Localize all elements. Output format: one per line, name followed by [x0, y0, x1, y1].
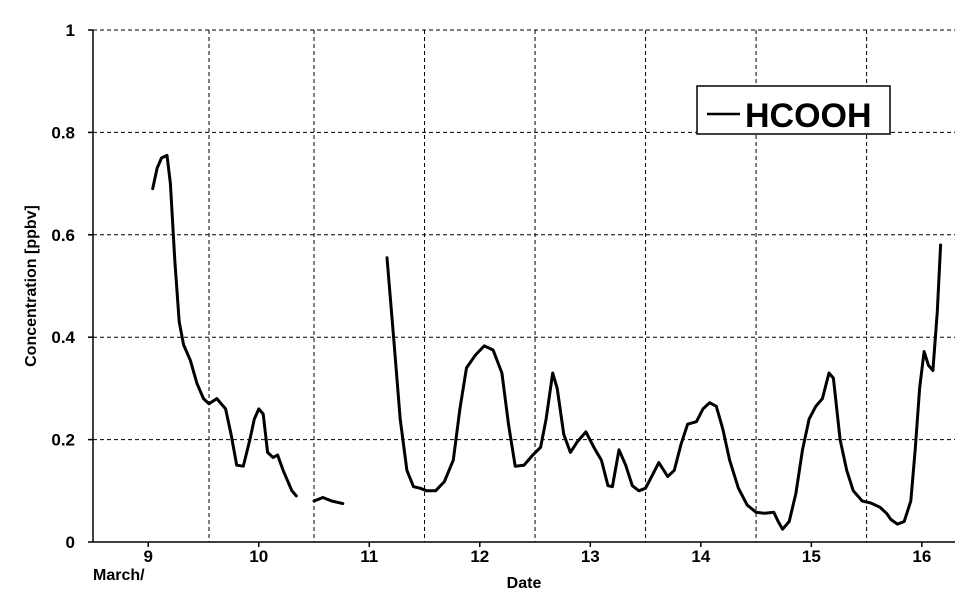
y-tick-label-5: 1 — [66, 21, 75, 40]
series-0-line-segment-1 — [312, 496, 345, 506]
y-tick-label-1: 0.2 — [51, 431, 75, 450]
y-tick-label-4: 0.8 — [51, 123, 75, 142]
axes — [88, 29, 955, 547]
legend-label-hcooh: HCOOH — [745, 97, 872, 135]
tick-labels: 0 0.2 0.4 0.6 0.8 1 9 10 11 12 13 14 15 16 — [51, 21, 931, 566]
y-axis-title: Concentration [ppbv] — [23, 205, 40, 367]
x-axis-prefix-label: March/ — [93, 567, 145, 584]
series-0-line-segment-2 — [385, 243, 943, 531]
x-tick-label-3: 12 — [470, 547, 489, 566]
x-axis-title: Date — [507, 575, 542, 592]
x-tick-label-2: 11 — [360, 547, 378, 566]
x-tick-label-0: 9 — [144, 547, 153, 566]
x-tick-label-4: 13 — [581, 547, 600, 566]
legend-box — [696, 85, 891, 135]
series-layer — [151, 153, 943, 531]
y-tick-label-3: 0.6 — [51, 226, 75, 245]
y-tick-label-0: 0 — [66, 533, 75, 552]
series-0-line-segment-0 — [151, 153, 298, 498]
x-tick-label-6: 15 — [802, 547, 821, 566]
x-tick-label-7: 16 — [912, 547, 931, 566]
legend: HCOOH — [696, 85, 891, 135]
x-tick-label-5: 14 — [691, 547, 710, 566]
x-tick-label-1: 10 — [249, 547, 268, 566]
y-tick-label-2: 0.4 — [51, 328, 75, 347]
